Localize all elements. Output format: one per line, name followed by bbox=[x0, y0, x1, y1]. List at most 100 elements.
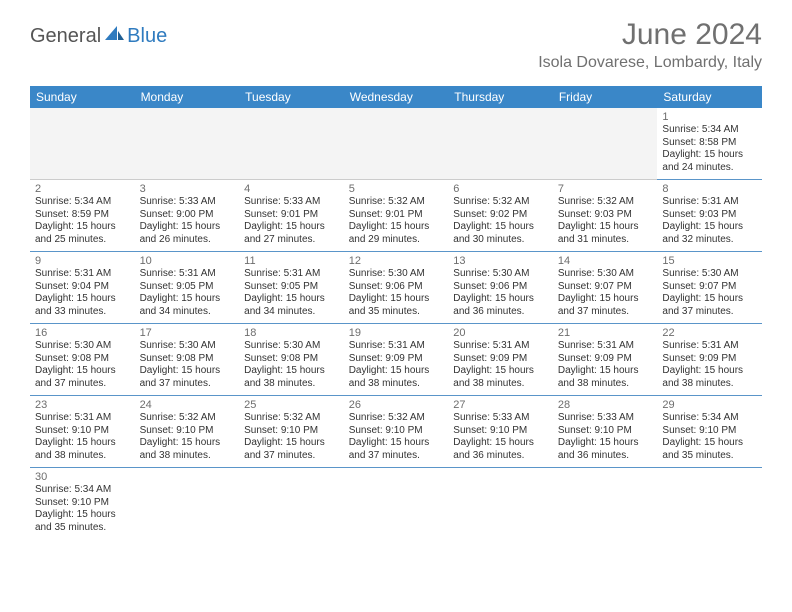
day-number: 13 bbox=[453, 255, 548, 267]
day-number: 16 bbox=[35, 327, 130, 339]
day-d2: and 38 minutes. bbox=[662, 378, 757, 391]
day-d2: and 38 minutes. bbox=[35, 450, 130, 463]
day-d1: Daylight: 15 hours bbox=[558, 365, 653, 378]
day-d2: and 35 minutes. bbox=[662, 450, 757, 463]
day-d1: Daylight: 15 hours bbox=[349, 221, 444, 234]
day-cell: 2Sunrise: 5:34 AMSunset: 8:59 PMDaylight… bbox=[30, 180, 135, 252]
day-sunrise: Sunrise: 5:33 AM bbox=[140, 196, 235, 209]
day-number: 6 bbox=[453, 183, 548, 195]
day-sunset: Sunset: 9:07 PM bbox=[558, 281, 653, 294]
day-sunrise: Sunrise: 5:32 AM bbox=[558, 196, 653, 209]
day-d1: Daylight: 15 hours bbox=[662, 221, 757, 234]
day-cell: 4Sunrise: 5:33 AMSunset: 9:01 PMDaylight… bbox=[239, 180, 344, 252]
day-d1: Daylight: 15 hours bbox=[662, 365, 757, 378]
day-sunset: Sunset: 9:08 PM bbox=[244, 353, 339, 366]
day-cell: 23Sunrise: 5:31 AMSunset: 9:10 PMDayligh… bbox=[30, 396, 135, 468]
day-sunset: Sunset: 9:09 PM bbox=[349, 353, 444, 366]
day-sunset: Sunset: 8:59 PM bbox=[35, 209, 130, 222]
day-sunrise: Sunrise: 5:30 AM bbox=[558, 268, 653, 281]
day-d1: Daylight: 15 hours bbox=[244, 437, 339, 450]
day-number: 12 bbox=[349, 255, 444, 267]
header: General Blue June 2024 Isola Dovarese, L… bbox=[0, 0, 792, 80]
day-d2: and 33 minutes. bbox=[35, 306, 130, 319]
weekday-label: Monday bbox=[135, 86, 240, 108]
day-sunrise: Sunrise: 5:30 AM bbox=[349, 268, 444, 281]
day-sunrise: Sunrise: 5:32 AM bbox=[349, 412, 444, 425]
day-number: 5 bbox=[349, 183, 444, 195]
day-number: 25 bbox=[244, 399, 339, 411]
day-cell: 18Sunrise: 5:30 AMSunset: 9:08 PMDayligh… bbox=[239, 324, 344, 396]
day-d1: Daylight: 15 hours bbox=[244, 293, 339, 306]
day-d1: Daylight: 15 hours bbox=[558, 221, 653, 234]
day-sunset: Sunset: 9:09 PM bbox=[662, 353, 757, 366]
day-sunset: Sunset: 9:09 PM bbox=[558, 353, 653, 366]
blank-cell bbox=[553, 468, 658, 540]
day-d2: and 37 minutes. bbox=[244, 450, 339, 463]
day-cell: 21Sunrise: 5:31 AMSunset: 9:09 PMDayligh… bbox=[553, 324, 658, 396]
weekday-label: Tuesday bbox=[239, 86, 344, 108]
blank-cell bbox=[448, 468, 553, 540]
day-cell: 26Sunrise: 5:32 AMSunset: 9:10 PMDayligh… bbox=[344, 396, 449, 468]
blank-cell bbox=[344, 468, 449, 540]
day-sunset: Sunset: 8:58 PM bbox=[662, 137, 757, 150]
day-cell: 6Sunrise: 5:32 AMSunset: 9:02 PMDaylight… bbox=[448, 180, 553, 252]
day-sunset: Sunset: 9:02 PM bbox=[453, 209, 548, 222]
day-d1: Daylight: 15 hours bbox=[453, 437, 548, 450]
day-number: 7 bbox=[558, 183, 653, 195]
day-cell: 11Sunrise: 5:31 AMSunset: 9:05 PMDayligh… bbox=[239, 252, 344, 324]
day-cell: 15Sunrise: 5:30 AMSunset: 9:07 PMDayligh… bbox=[657, 252, 762, 324]
day-number: 8 bbox=[662, 183, 757, 195]
blank-cell bbox=[553, 108, 658, 180]
day-sunrise: Sunrise: 5:34 AM bbox=[662, 412, 757, 425]
day-d2: and 26 minutes. bbox=[140, 234, 235, 247]
day-sunrise: Sunrise: 5:31 AM bbox=[244, 268, 339, 281]
day-sunset: Sunset: 9:07 PM bbox=[662, 281, 757, 294]
day-d2: and 36 minutes. bbox=[453, 306, 548, 319]
day-d2: and 29 minutes. bbox=[349, 234, 444, 247]
day-sunset: Sunset: 9:10 PM bbox=[662, 425, 757, 438]
day-sunset: Sunset: 9:03 PM bbox=[662, 209, 757, 222]
day-sunrise: Sunrise: 5:34 AM bbox=[35, 196, 130, 209]
day-number: 3 bbox=[140, 183, 235, 195]
day-cell: 20Sunrise: 5:31 AMSunset: 9:09 PMDayligh… bbox=[448, 324, 553, 396]
day-sunrise: Sunrise: 5:32 AM bbox=[349, 196, 444, 209]
title-block: June 2024 Isola Dovarese, Lombardy, Ital… bbox=[538, 18, 762, 72]
day-number: 11 bbox=[244, 255, 339, 267]
day-number: 17 bbox=[140, 327, 235, 339]
logo-text-blue: Blue bbox=[127, 25, 167, 48]
day-d1: Daylight: 15 hours bbox=[140, 293, 235, 306]
day-sunrise: Sunrise: 5:31 AM bbox=[558, 340, 653, 353]
day-cell: 5Sunrise: 5:32 AMSunset: 9:01 PMDaylight… bbox=[344, 180, 449, 252]
day-d2: and 38 minutes. bbox=[244, 378, 339, 391]
day-number: 28 bbox=[558, 399, 653, 411]
day-d1: Daylight: 15 hours bbox=[453, 221, 548, 234]
day-number: 2 bbox=[35, 183, 130, 195]
day-d1: Daylight: 15 hours bbox=[140, 221, 235, 234]
day-sunrise: Sunrise: 5:30 AM bbox=[244, 340, 339, 353]
day-sunset: Sunset: 9:01 PM bbox=[244, 209, 339, 222]
month-title: June 2024 bbox=[538, 18, 762, 52]
day-d1: Daylight: 15 hours bbox=[662, 293, 757, 306]
day-d2: and 31 minutes. bbox=[558, 234, 653, 247]
day-cell: 9Sunrise: 5:31 AMSunset: 9:04 PMDaylight… bbox=[30, 252, 135, 324]
day-d1: Daylight: 15 hours bbox=[453, 365, 548, 378]
day-d1: Daylight: 15 hours bbox=[140, 365, 235, 378]
day-d1: Daylight: 15 hours bbox=[349, 293, 444, 306]
day-d1: Daylight: 15 hours bbox=[349, 365, 444, 378]
weekday-label: Sunday bbox=[30, 86, 135, 108]
day-number: 9 bbox=[35, 255, 130, 267]
day-sunrise: Sunrise: 5:31 AM bbox=[662, 196, 757, 209]
day-sunset: Sunset: 9:10 PM bbox=[453, 425, 548, 438]
day-d1: Daylight: 15 hours bbox=[140, 437, 235, 450]
day-d2: and 30 minutes. bbox=[453, 234, 548, 247]
day-d1: Daylight: 15 hours bbox=[558, 437, 653, 450]
blank-cell bbox=[239, 468, 344, 540]
day-d2: and 38 minutes. bbox=[558, 378, 653, 391]
weekday-label: Saturday bbox=[657, 86, 762, 108]
day-d1: Daylight: 15 hours bbox=[244, 221, 339, 234]
day-cell: 25Sunrise: 5:32 AMSunset: 9:10 PMDayligh… bbox=[239, 396, 344, 468]
day-number: 21 bbox=[558, 327, 653, 339]
day-d1: Daylight: 15 hours bbox=[662, 437, 757, 450]
day-sunrise: Sunrise: 5:30 AM bbox=[35, 340, 130, 353]
day-sunset: Sunset: 9:10 PM bbox=[558, 425, 653, 438]
